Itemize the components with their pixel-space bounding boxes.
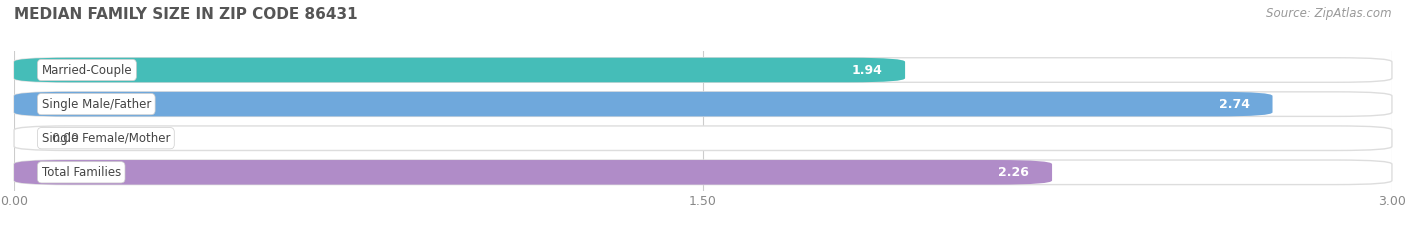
FancyBboxPatch shape: [14, 160, 1392, 185]
Text: 1.94: 1.94: [851, 64, 882, 76]
Text: MEDIAN FAMILY SIZE IN ZIP CODE 86431: MEDIAN FAMILY SIZE IN ZIP CODE 86431: [14, 7, 357, 22]
Text: 2.74: 2.74: [1219, 98, 1250, 111]
Text: Total Families: Total Families: [42, 166, 121, 179]
Text: 2.26: 2.26: [998, 166, 1029, 179]
FancyBboxPatch shape: [14, 160, 1052, 185]
Text: Single Male/Father: Single Male/Father: [42, 98, 150, 111]
Text: Married-Couple: Married-Couple: [42, 64, 132, 76]
FancyBboxPatch shape: [14, 126, 1392, 151]
Text: 0.00: 0.00: [51, 132, 79, 145]
FancyBboxPatch shape: [14, 92, 1272, 116]
FancyBboxPatch shape: [14, 58, 905, 82]
FancyBboxPatch shape: [14, 92, 1392, 116]
Text: Source: ZipAtlas.com: Source: ZipAtlas.com: [1267, 7, 1392, 20]
Text: Single Female/Mother: Single Female/Mother: [42, 132, 170, 145]
FancyBboxPatch shape: [14, 58, 1392, 82]
